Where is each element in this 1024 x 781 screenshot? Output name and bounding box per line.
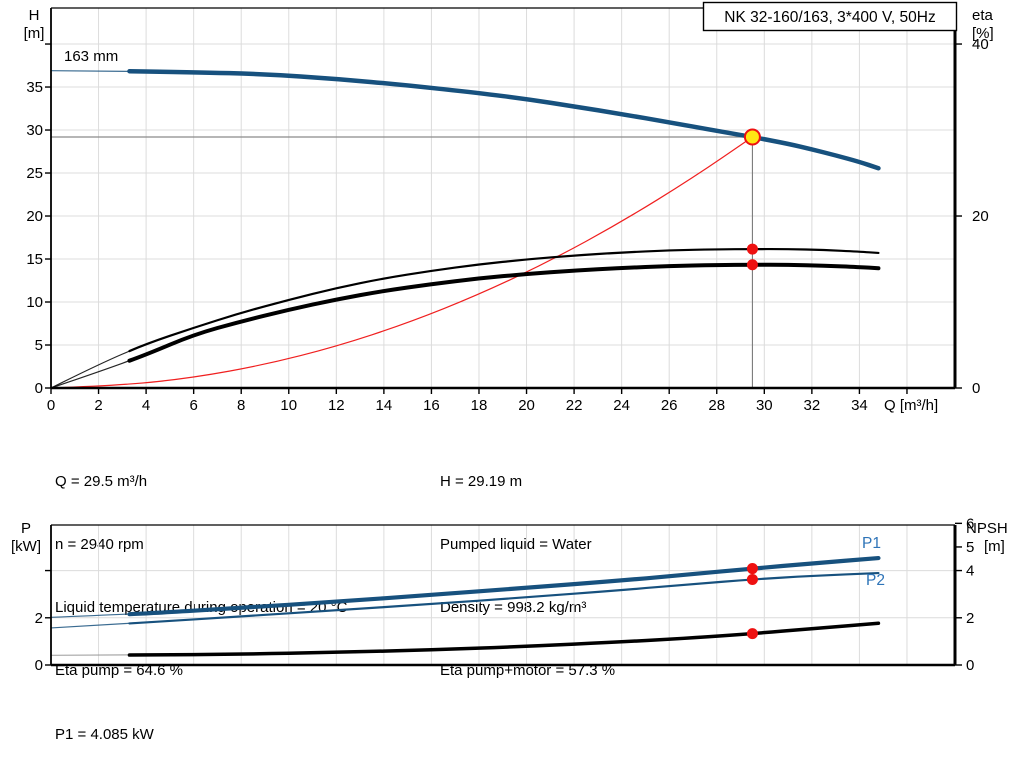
yl-tick-label: 35	[26, 79, 43, 96]
q-axis-title: Q [m³/h]	[884, 397, 938, 414]
yl-tick-label: 2	[35, 610, 43, 627]
x-tick-label: 34	[851, 397, 868, 414]
p-axis-title: P	[21, 520, 31, 537]
yl-tick-label: 15	[26, 251, 43, 268]
power-npsh-chart: 02024568 P [kW] NPSH [m] P1 P2	[11, 515, 1008, 674]
operating-point-marker	[746, 563, 758, 575]
x-tick-label: 28	[708, 397, 725, 414]
p-axis-unit: [kW]	[11, 538, 41, 555]
curve-QH curve 163 mm	[127, 68, 881, 171]
h-axis-unit: [m]	[24, 25, 45, 42]
power-info-block: P1 = 4.085 kW P2 = 3.624 kW NPSH = 3.23 …	[55, 682, 397, 781]
x-tick-label: 20	[518, 397, 535, 414]
x-tick-label: 18	[471, 397, 488, 414]
x-tick-label: 6	[189, 397, 197, 414]
yr-tick-label: 2	[966, 610, 974, 627]
npsh-axis-unit: [m]	[984, 538, 1005, 555]
operating-point-marker	[746, 628, 758, 640]
curve-thin-QH curve 163 mm	[50, 70, 879, 169]
operating-point-marker	[746, 573, 758, 585]
h-axis-title: H	[29, 7, 40, 24]
operating-point-marker	[746, 243, 758, 255]
x-tick-label: 4	[142, 397, 150, 414]
duty-point-marker	[743, 128, 761, 146]
operating-point-marker	[746, 259, 758, 271]
yl-tick-label: 0	[35, 380, 43, 397]
yl-tick-label: 0	[35, 657, 43, 674]
curve-thin-eta pump+motor	[50, 264, 879, 389]
pump-title: NK 32-160/163, 3*400 V, 50Hz	[724, 9, 935, 26]
curve-eta pump+motor	[127, 262, 881, 363]
hq-eta-chart: 0 2 4 6 8 10 12 14 16 18 20 22 24 26 28 30 32 34051015202…	[24, 1, 994, 414]
curve-eta pump	[128, 247, 880, 353]
x-tick-label: 2	[94, 397, 102, 414]
p1-curve-label: P1	[862, 535, 881, 552]
yl-tick-label: 5	[35, 337, 43, 354]
yl-tick-label: 20	[26, 208, 43, 225]
info-line-p1: P1 = 4.085 kW	[55, 726, 154, 743]
curve-P1	[127, 555, 881, 617]
p2-curve-label: P2	[866, 572, 885, 589]
x-tick-label: 24	[613, 397, 630, 414]
yl-tick-label: 25	[26, 165, 43, 182]
pump-title-box	[702, 1, 958, 32]
x-tick-label: 26	[661, 397, 678, 414]
x-tick-label: 22	[566, 397, 583, 414]
yr-tick-label: 4	[966, 563, 974, 580]
curve-thin-NPSH	[50, 622, 879, 656]
curve-P2	[128, 571, 880, 625]
info-line-n: n = 2940 rpm	[55, 536, 144, 553]
yr-tick-label: 20	[972, 208, 989, 225]
yl-tick-label: 10	[26, 294, 43, 311]
x-tick-label: 12	[328, 397, 345, 414]
info-line-q: Q = 29.5 m³/h	[55, 473, 148, 490]
x-tick-label: 10	[280, 397, 297, 414]
eta-axis-title: eta	[972, 7, 994, 24]
npsh-axis-title: NPSH	[966, 520, 1008, 537]
info-line-h: H = 29.19 m	[440, 473, 523, 490]
eta-axis-unit: [%]	[972, 25, 994, 42]
curve-system curve	[50, 136, 753, 389]
x-tick-label: 8	[237, 397, 245, 414]
x-tick-label: 0	[47, 397, 55, 414]
x-tick-label: 32	[804, 397, 821, 414]
curve-NPSH	[127, 621, 881, 657]
yr-tick-label: 6	[966, 515, 974, 532]
yr-tick-label: 5	[966, 539, 974, 556]
yr-tick-label: 40	[972, 36, 989, 53]
x-tick-label: 14	[376, 397, 393, 414]
x-tick-label: 16	[423, 397, 440, 414]
yr-tick-label: 0	[972, 380, 980, 397]
yr-tick-label: 0	[966, 657, 974, 674]
info-line-liquid: Pumped liquid = Water	[440, 536, 592, 553]
impeller-size-label: 163 mm	[64, 48, 118, 65]
yl-tick-label: 30	[26, 122, 43, 139]
x-tick-label: 30	[756, 397, 773, 414]
